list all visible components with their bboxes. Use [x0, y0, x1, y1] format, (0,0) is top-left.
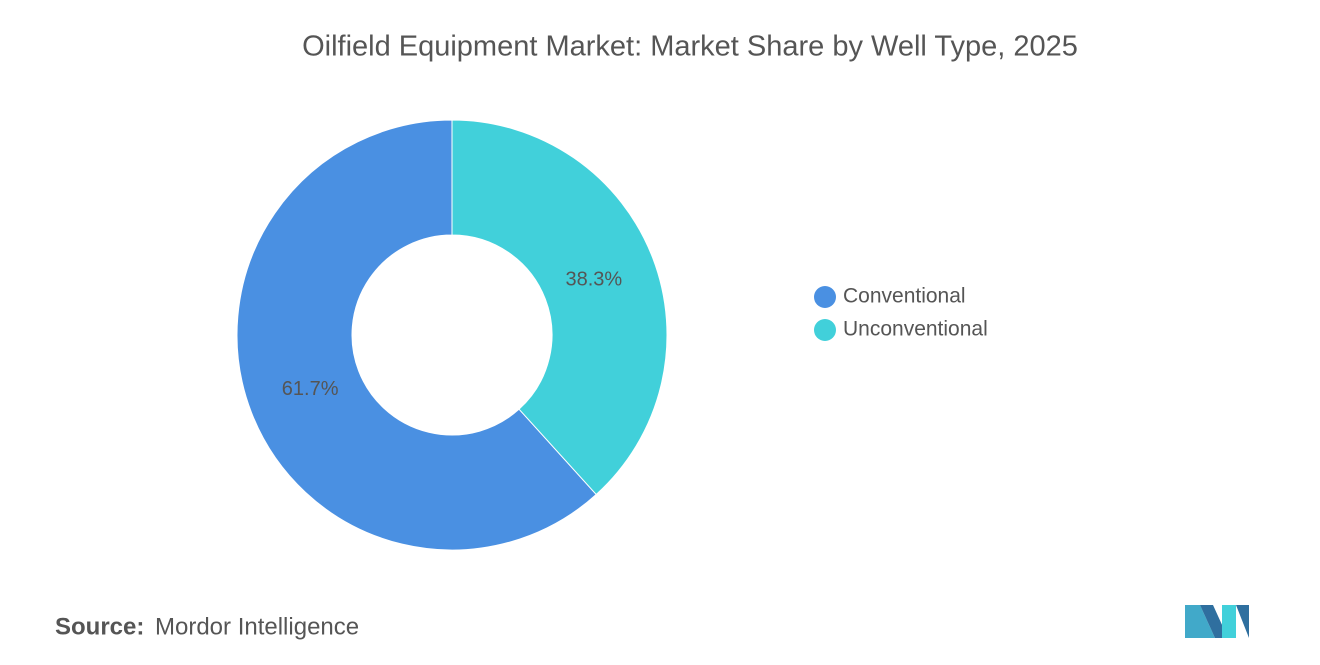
chart-title: Oilfield Equipment Market: Market Share … [302, 31, 1078, 63]
slice [451, 119, 668, 496]
legend-label: Conventional [843, 285, 966, 308]
source-label: Source: [55, 613, 144, 640]
legend-swatch [814, 286, 836, 308]
data-label: 38.3% [565, 269, 622, 291]
logo [1185, 605, 1249, 638]
slice [236, 119, 597, 551]
legend-label: Unconventional [843, 318, 988, 341]
data-label: 61.7% [282, 378, 339, 400]
legend: Conventional Unconventional [814, 285, 988, 341]
source: Mordor Intelligence [155, 613, 359, 640]
pie: 61.7% 38.3% [236, 119, 668, 551]
legend-swatch [814, 319, 836, 341]
